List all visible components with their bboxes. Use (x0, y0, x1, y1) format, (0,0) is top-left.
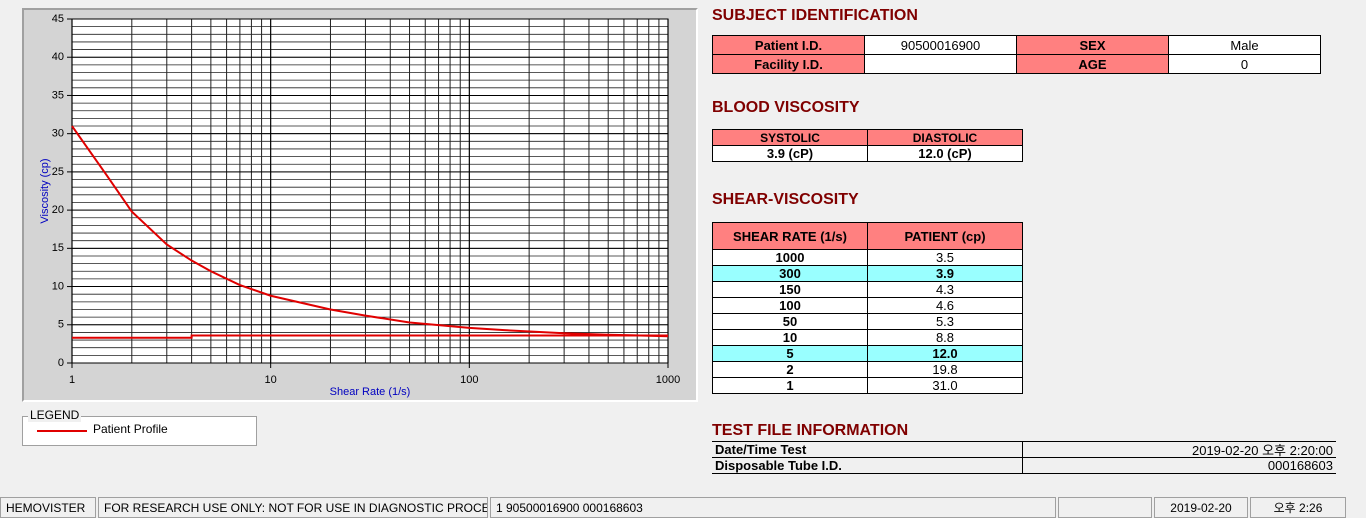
table-cell (864, 54, 1017, 74)
table-cell: Facility I.D. (712, 54, 865, 74)
table-cell: 0 (1168, 54, 1321, 74)
status-cell: 2019-02-20 (1154, 497, 1248, 518)
table-cell: 12.0 (cP) (867, 145, 1023, 162)
section-title: TEST FILE INFORMATION (712, 422, 909, 439)
y-tick-label: 0 (58, 357, 64, 369)
table-cell: Male (1168, 35, 1321, 55)
status-cell: 오후 2:26 (1250, 497, 1346, 518)
legend-title: LEGEND (28, 408, 82, 422)
chart: 0 5 10 15 20 25 30 35 40 45 1 10 100 1000 Shear Rate (… (39, 13, 680, 398)
table-cell: 5 (712, 345, 868, 362)
table-header: PATIENT (cp) (867, 222, 1023, 250)
table-cell: 5.3 (867, 313, 1023, 330)
table-cell: SEX (1016, 35, 1169, 55)
table-cell: 2019-02-20 오후 2:20:00 (1022, 441, 1336, 458)
x-axis-label: Shear Rate (1/s) (330, 386, 411, 398)
y-tick-label: 35 (52, 89, 64, 101)
y-tick-label: 20 (52, 204, 64, 216)
y-tick-label: 25 (52, 166, 64, 178)
table-cell: 300 (712, 265, 868, 282)
y-tick-label: 45 (52, 13, 64, 25)
table-header: SYSTOLIC (712, 129, 868, 146)
report: SUBJECT IDENTIFICATION Patient I.D. 905000… (712, 7, 1336, 474)
table-cell: 1 (712, 377, 868, 394)
y-tick-label: 10 (52, 280, 64, 292)
series-line (71, 125, 669, 338)
table-cell: AGE (1016, 54, 1169, 74)
table-cell: 000168603 (1022, 457, 1336, 474)
table-header: DIASTOLIC (867, 129, 1023, 146)
x-tick-label: 1000 (656, 374, 680, 386)
table-cell: 150 (712, 281, 868, 298)
section-title: SHEAR-VISCOSITY (712, 191, 859, 208)
x-tick-label: 100 (460, 374, 478, 386)
table-cell: 10 (712, 329, 868, 346)
legend-label: Patient Profile (93, 422, 168, 436)
table-cell: 8.8 (867, 329, 1023, 346)
table-cell: 3.9 (867, 265, 1023, 282)
table-cell: 4.3 (867, 281, 1023, 298)
y-tick-label: 5 (58, 319, 64, 331)
table-cell: 1000 (712, 249, 868, 266)
status-cell: FOR RESEARCH USE ONLY: NOT FOR USE IN DI… (98, 497, 488, 518)
legend: LEGEND Patient Profile (22, 408, 257, 446)
legend-swatch (37, 430, 87, 432)
table-cell: 100 (712, 297, 868, 314)
table-cell: 4.6 (867, 297, 1023, 314)
series-line (72, 334, 668, 339)
table-cell: 2 (712, 361, 868, 378)
table-cell: 90500016900 (864, 35, 1017, 55)
section-title: BLOOD VISCOSITY (712, 99, 860, 116)
table-cell: Patient I.D. (712, 35, 865, 55)
x-tick-label: 1 (69, 374, 75, 386)
y-tick-label: 40 (52, 51, 64, 63)
table-cell: Disposable Tube I.D. (712, 457, 1023, 474)
x-tick-label: 10 (265, 374, 277, 386)
table-cell: 3.5 (867, 249, 1023, 266)
y-tick-label: 30 (52, 128, 64, 140)
plot-area (72, 19, 668, 363)
status-cell: HEMOVISTER (0, 497, 96, 518)
table-cell: 19.8 (867, 361, 1023, 378)
y-tick-label: 15 (52, 242, 64, 254)
status-cell: 1 90500016900 000168603 (490, 497, 1056, 518)
plot-frame (71, 18, 669, 364)
table-cell: Date/Time Test (712, 441, 1023, 458)
table-cell: 3.9 (cP) (712, 145, 868, 162)
table-header: SHEAR RATE (1/s) (712, 222, 868, 250)
table-cell: 31.0 (867, 377, 1023, 394)
section-title: SUBJECT IDENTIFICATION (712, 7, 918, 24)
y-axis-label: Viscosity (cp) (39, 158, 51, 223)
table-cell: 12.0 (867, 345, 1023, 362)
table-cell: 50 (712, 313, 868, 330)
status-cell (1058, 497, 1152, 518)
